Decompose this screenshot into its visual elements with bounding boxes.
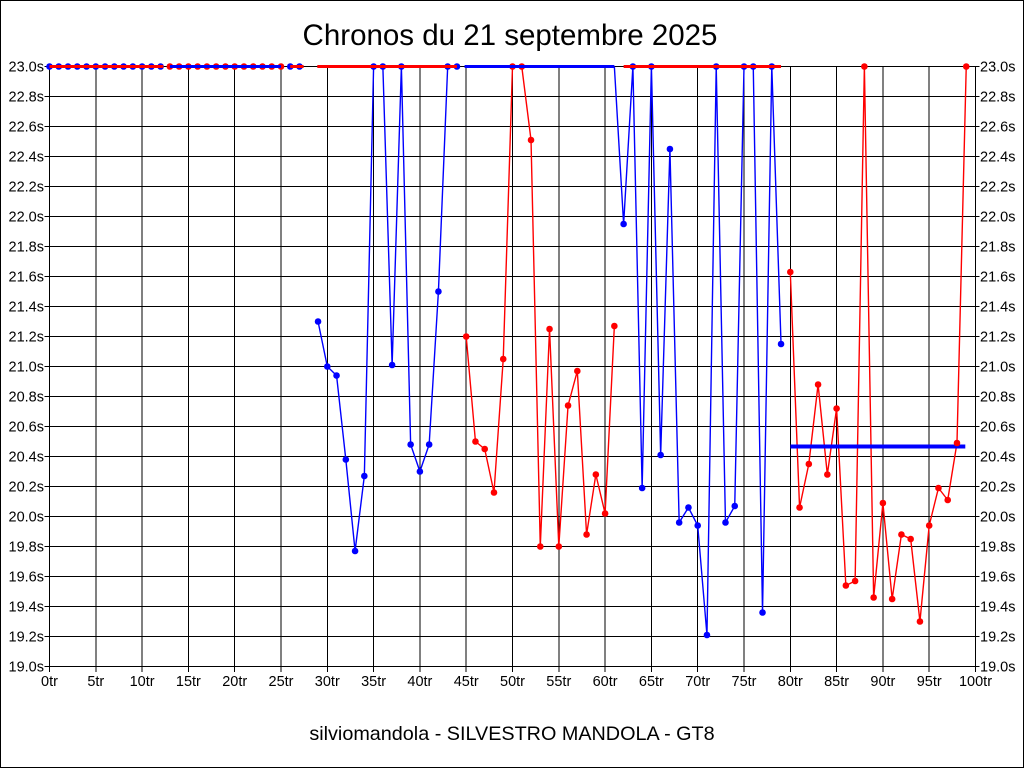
svg-text:20.2s: 20.2s xyxy=(980,480,1015,496)
svg-text:22.4s: 22.4s xyxy=(980,150,1015,166)
svg-text:20tr: 20tr xyxy=(222,674,247,690)
svg-text:22.8s: 22.8s xyxy=(9,90,44,106)
svg-text:60tr: 60tr xyxy=(593,674,618,690)
svg-text:20.2s: 20.2s xyxy=(9,480,44,496)
svg-text:90tr: 90tr xyxy=(870,674,895,690)
svg-text:21.4s: 21.4s xyxy=(9,300,44,316)
svg-text:Chronos du 21 septembre 2025: Chronos du 21 septembre 2025 xyxy=(303,19,718,52)
svg-text:19.4s: 19.4s xyxy=(980,600,1015,616)
svg-text:80tr: 80tr xyxy=(778,674,803,690)
svg-text:22.0s: 22.0s xyxy=(980,210,1015,226)
svg-text:19.0s: 19.0s xyxy=(980,660,1015,676)
svg-text:15tr: 15tr xyxy=(176,674,201,690)
svg-text:40tr: 40tr xyxy=(407,674,432,690)
svg-text:55tr: 55tr xyxy=(546,674,571,690)
svg-text:20.6s: 20.6s xyxy=(980,420,1015,436)
svg-text:21.2s: 21.2s xyxy=(9,330,44,346)
svg-text:21.8s: 21.8s xyxy=(9,240,44,256)
svg-text:20.6s: 20.6s xyxy=(9,420,44,436)
svg-text:22.2s: 22.2s xyxy=(9,180,44,196)
svg-text:19.8s: 19.8s xyxy=(980,540,1015,556)
svg-text:22.6s: 22.6s xyxy=(9,120,44,136)
svg-text:19.8s: 19.8s xyxy=(9,540,44,556)
svg-text:100tr: 100tr xyxy=(959,674,992,690)
svg-text:21.0s: 21.0s xyxy=(980,360,1015,376)
svg-text:23.0s: 23.0s xyxy=(980,60,1015,76)
svg-text:35tr: 35tr xyxy=(361,674,386,690)
svg-text:silviomandola - SILVESTRO MAND: silviomandola - SILVESTRO MANDOLA - GT8 xyxy=(309,723,714,745)
svg-text:95tr: 95tr xyxy=(917,674,942,690)
svg-text:22.6s: 22.6s xyxy=(980,120,1015,136)
svg-text:5tr: 5tr xyxy=(87,674,104,690)
svg-text:19.6s: 19.6s xyxy=(980,570,1015,586)
svg-text:21.8s: 21.8s xyxy=(980,240,1015,256)
svg-text:22.0s: 22.0s xyxy=(9,210,44,226)
svg-text:23.0s: 23.0s xyxy=(9,60,44,76)
svg-text:70tr: 70tr xyxy=(685,674,710,690)
svg-text:10tr: 10tr xyxy=(130,674,155,690)
svg-text:21.6s: 21.6s xyxy=(980,270,1015,286)
svg-text:75tr: 75tr xyxy=(732,674,757,690)
svg-text:22.8s: 22.8s xyxy=(980,90,1015,106)
svg-text:19.6s: 19.6s xyxy=(9,570,44,586)
svg-text:19.2s: 19.2s xyxy=(980,630,1015,646)
svg-text:0tr: 0tr xyxy=(41,674,58,690)
svg-text:19.0s: 19.0s xyxy=(9,660,44,676)
svg-text:20.4s: 20.4s xyxy=(9,450,44,466)
svg-text:65tr: 65tr xyxy=(639,674,664,690)
svg-text:21.0s: 21.0s xyxy=(9,360,44,376)
svg-text:85tr: 85tr xyxy=(824,674,849,690)
svg-text:20.0s: 20.0s xyxy=(980,510,1015,526)
svg-text:20.8s: 20.8s xyxy=(980,390,1015,406)
svg-text:20.0s: 20.0s xyxy=(9,510,44,526)
svg-text:25tr: 25tr xyxy=(269,674,294,690)
svg-text:19.4s: 19.4s xyxy=(9,600,44,616)
svg-text:22.4s: 22.4s xyxy=(9,150,44,166)
svg-text:21.4s: 21.4s xyxy=(980,300,1015,316)
svg-text:45tr: 45tr xyxy=(454,674,479,690)
svg-text:21.2s: 21.2s xyxy=(980,330,1015,346)
svg-text:20.4s: 20.4s xyxy=(980,450,1015,466)
svg-text:21.6s: 21.6s xyxy=(9,270,44,286)
svg-text:20.8s: 20.8s xyxy=(9,390,44,406)
svg-text:22.2s: 22.2s xyxy=(980,180,1015,196)
svg-text:19.2s: 19.2s xyxy=(9,630,44,646)
svg-text:50tr: 50tr xyxy=(500,674,525,690)
svg-text:30tr: 30tr xyxy=(315,674,340,690)
